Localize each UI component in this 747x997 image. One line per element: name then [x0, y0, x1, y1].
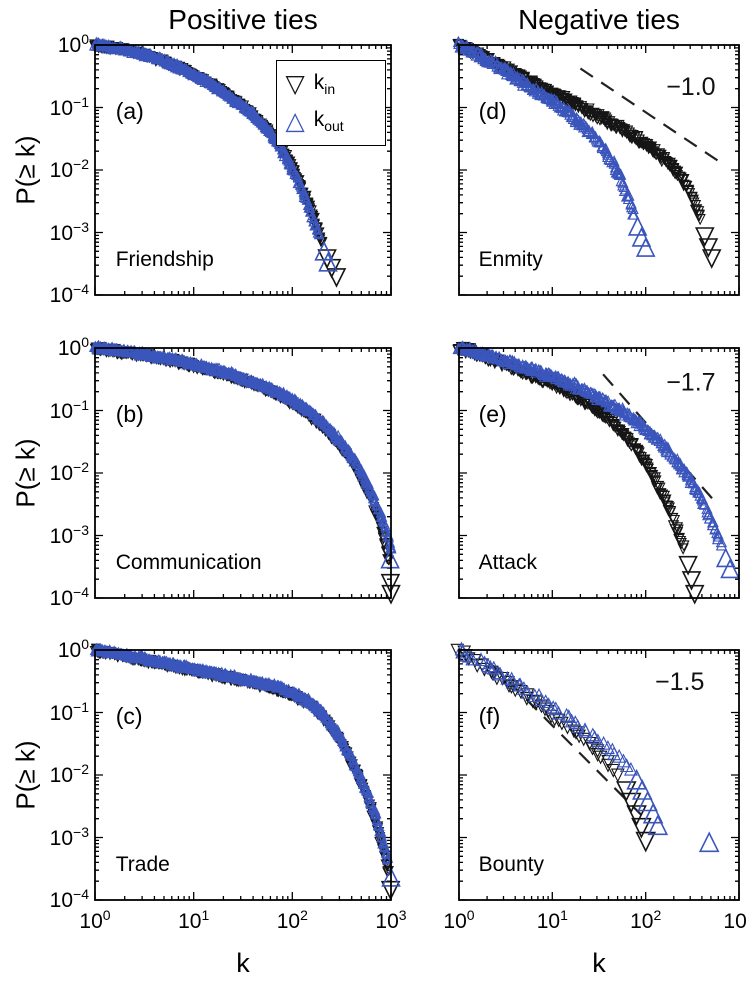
panel-friendship: (a) Friendship ▽ kin △ kout 100 10−1 10−2 1…	[50, 31, 392, 307]
panel-bounty: −1.5 (f) Bounty 100 101 102 103	[443, 641, 747, 933]
legend-kout-sub: out	[324, 118, 344, 135]
plot-svg-d: −1.0	[452, 35, 740, 296]
dataset-label-communication: Communication	[115, 550, 262, 574]
plot-svg-f: −1.5	[450, 641, 740, 901]
panel-letter-a: (a)	[115, 97, 144, 124]
y-tick-label: 100	[57, 636, 89, 662]
y-tick-label: 10−1	[49, 93, 89, 120]
panel-trade: (c) Trade 100 10−1 10−2 10−3 10−4 100 101 102 10…	[50, 636, 407, 933]
plot-area-d: −1.0	[452, 35, 740, 296]
panel-communication: (b) Communication 100 10−1 10−2 10−3 10−4	[50, 334, 401, 610]
x-tick-label: 103	[723, 907, 747, 933]
plot-area-a	[88, 36, 392, 296]
slope-label: −1.5	[655, 668, 704, 696]
legend-kin-base: k	[313, 71, 325, 95]
y-tick-label: 10−1	[49, 698, 89, 725]
x-tick-label: 101	[178, 907, 210, 933]
legend-row-kout: △ kout	[285, 103, 377, 140]
y-tick-label: 10−3	[49, 521, 89, 548]
y-tick-label: 10−3	[49, 218, 89, 245]
plot-area-e: −1.7	[452, 340, 740, 605]
plot-area-b	[88, 339, 401, 605]
slope-label: −1.7	[666, 369, 715, 397]
panel-letter-e: (e)	[478, 400, 507, 427]
y-tick-label: 10−4	[49, 584, 89, 610]
dataset-label-attack: Attack	[478, 550, 537, 574]
panel-enmity: −1.0 (d) Enmity	[452, 35, 740, 296]
legend-marker-icon: △	[285, 107, 305, 135]
plot-area-f: −1.5	[450, 641, 740, 901]
y-tick-label: 10−2	[49, 156, 89, 182]
dataset-label-bounty: Bounty	[478, 852, 544, 876]
legend-marker-icon: ▽	[285, 70, 305, 98]
x-tick-label: 101	[536, 907, 568, 933]
plot-svg-a	[88, 36, 392, 296]
plot-svg-b	[88, 339, 401, 605]
panel-letter-d: (d)	[478, 97, 507, 124]
y-tick-label: 10−4	[49, 886, 89, 912]
legend-kin-sub: in	[324, 81, 336, 98]
x-axis-label-right: k	[592, 948, 606, 978]
y-tick-label: 100	[57, 334, 89, 360]
panel-letter-b: (b)	[115, 400, 144, 427]
x-tick-label: 103	[375, 907, 407, 933]
panel-letter-f: (f)	[478, 702, 501, 729]
y-tick-label: 100	[57, 31, 89, 57]
panel-letter-c: (c)	[115, 702, 143, 729]
legend-label-kin: kin	[314, 71, 335, 97]
legend-kout-base: k	[313, 108, 325, 132]
dataset-label-enmity: Enmity	[478, 247, 543, 271]
y-tick-label: 10−1	[49, 396, 89, 423]
dataset-label-friendship: Friendship	[115, 247, 214, 271]
plot-area-c	[89, 642, 401, 901]
legend-row-kin: ▽ kin	[285, 66, 377, 103]
legend-box: ▽ kin △ kout	[276, 60, 386, 146]
plot-svg-c	[89, 642, 401, 901]
x-axis-label-left: k	[236, 948, 250, 978]
x-tick-label: 102	[630, 907, 662, 933]
plot-svg-e: −1.7	[452, 340, 740, 605]
y-tick-label: 10−2	[49, 761, 89, 787]
x-tick-label: 102	[276, 907, 308, 933]
x-tick-label: 100	[79, 907, 111, 933]
dataset-label-trade: Trade	[115, 852, 170, 876]
y-tick-label: 10−2	[49, 459, 89, 485]
y-tick-label: 10−3	[49, 823, 89, 850]
x-tick-label: 100	[443, 907, 475, 933]
slope-label: −1.0	[666, 73, 715, 101]
panel-attack: −1.7 (e) Attack	[452, 340, 740, 605]
column-title-negative: Negative ties	[518, 4, 680, 35]
legend-label-kout: kout	[314, 108, 344, 134]
column-title-positive: Positive ties	[168, 4, 318, 35]
y-tick-label: 10−4	[49, 281, 89, 307]
